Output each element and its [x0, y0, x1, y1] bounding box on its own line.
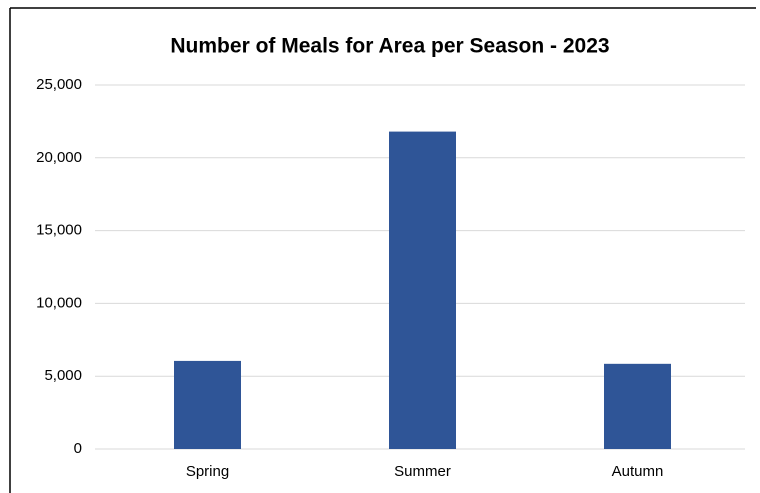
x-tick-label: Summer: [394, 463, 451, 480]
y-tick-label: 0: [74, 440, 82, 457]
x-tick-label: Spring: [186, 463, 229, 480]
y-tick-label: 10,000: [36, 294, 82, 311]
y-tick-label: 20,000: [36, 149, 82, 166]
chart-title: Number of Meals for Area per Season - 20…: [170, 35, 609, 58]
y-tick-label: 5,000: [44, 367, 82, 384]
bar: [389, 131, 456, 450]
bar: [174, 360, 241, 449]
y-tick-label: 15,000: [36, 222, 82, 239]
y-tick-label: 25,000: [36, 76, 82, 93]
bar: [604, 363, 671, 449]
x-tick-label: Autumn: [612, 463, 664, 480]
